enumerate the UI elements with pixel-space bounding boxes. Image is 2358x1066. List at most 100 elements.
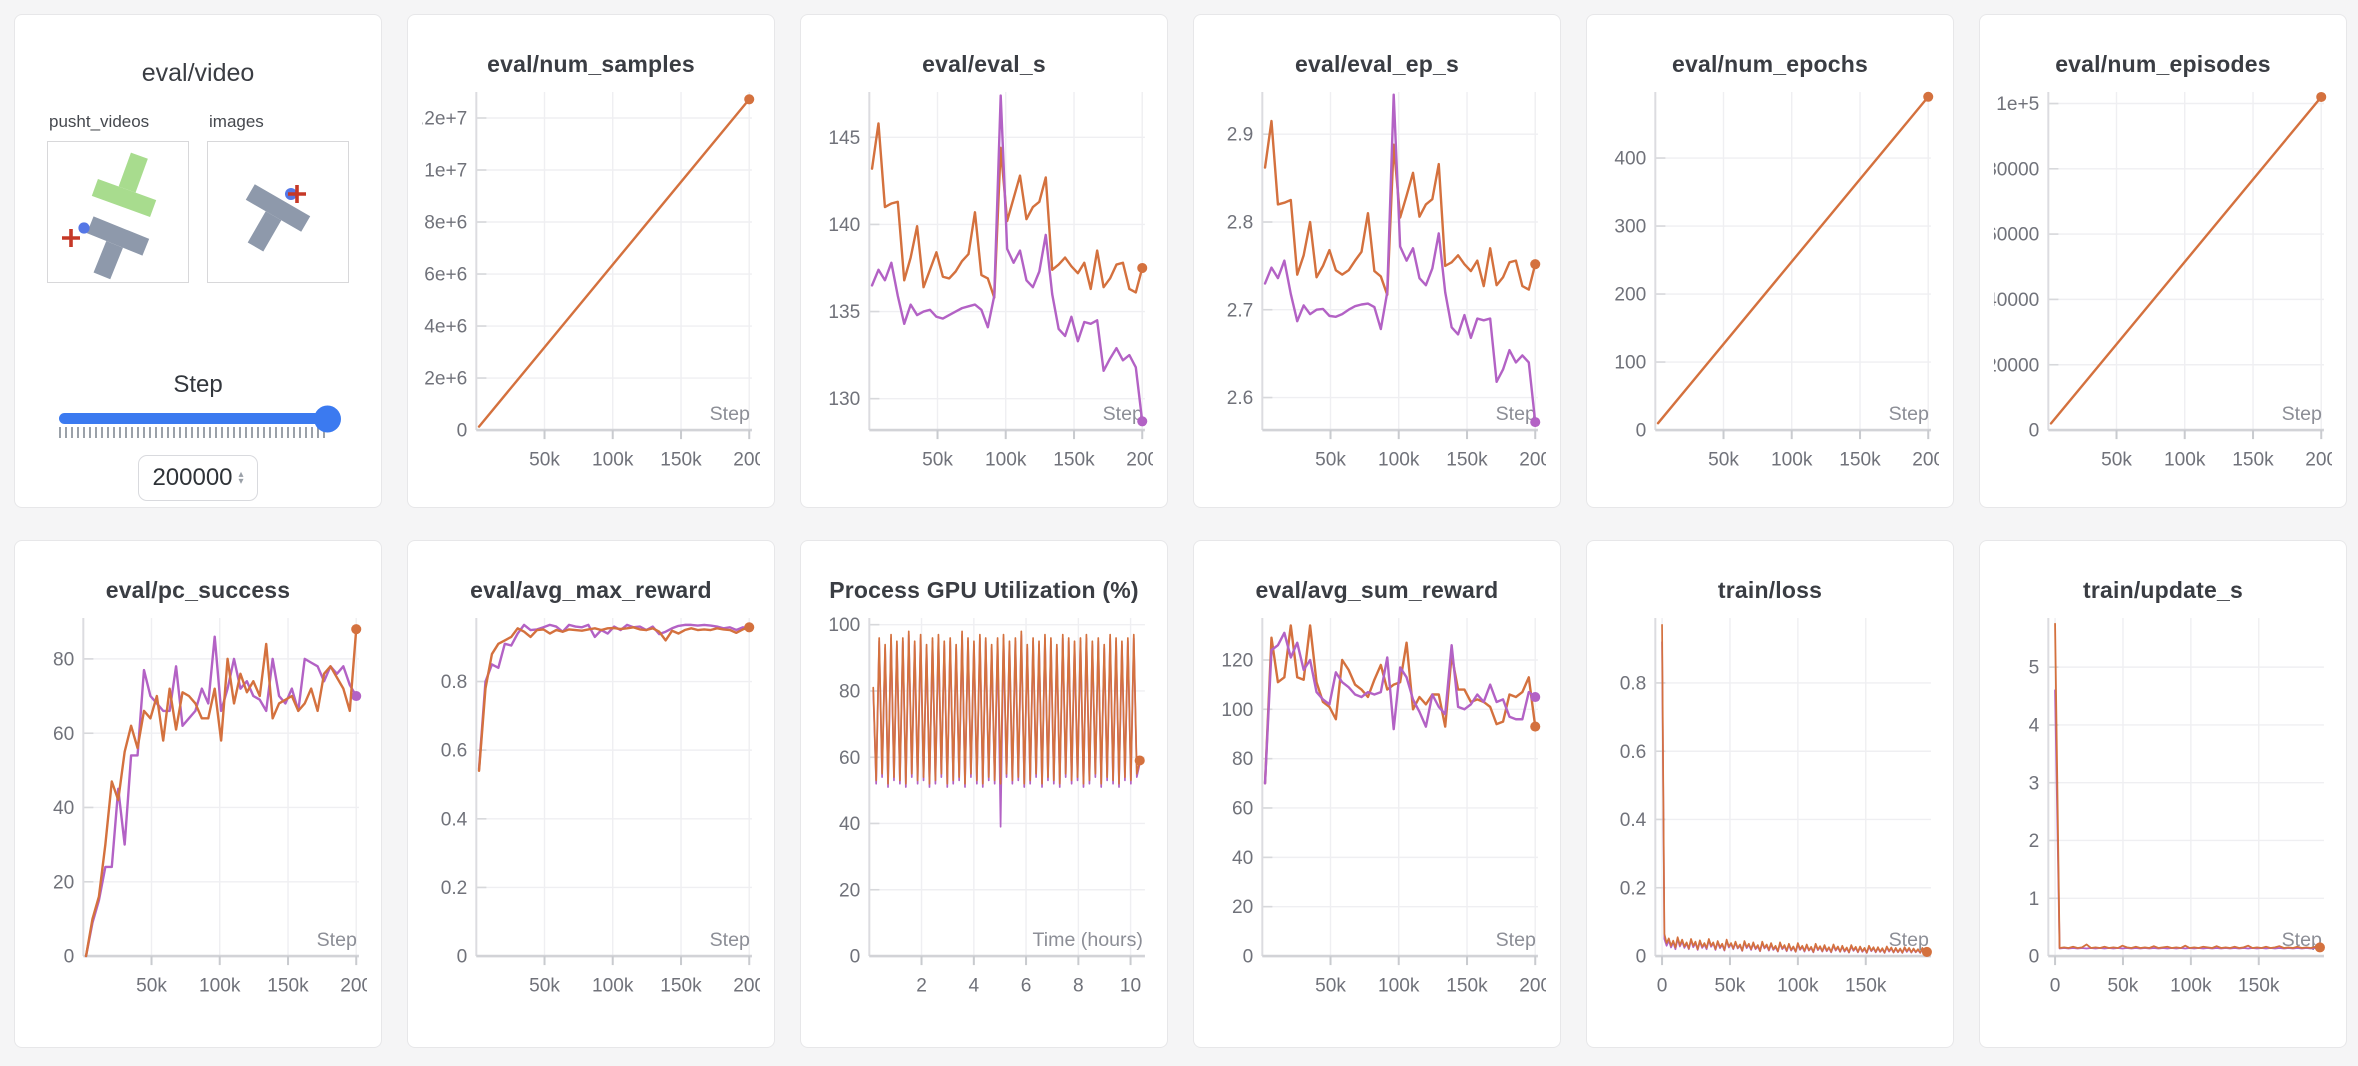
x-tick-label: 8 xyxy=(1073,975,1084,996)
chart-title: train/loss xyxy=(1717,577,1823,603)
x-tick-label: 150k xyxy=(1446,975,1488,996)
x-tick-label: 50k xyxy=(922,449,953,470)
series-orange-run xyxy=(477,626,751,772)
panel-eval-avg-max-reward: eval/avg_max_reward 0 0.2 0.4 0.6 0.8 50k 100k… xyxy=(407,540,775,1048)
chart-title: Process GPU Utilization (%) xyxy=(829,577,1139,603)
x-tick-label: 200 xyxy=(1126,449,1153,470)
series-purple-run xyxy=(2054,689,2321,950)
x-tick-label: 100k xyxy=(2170,975,2212,996)
series-purple-run xyxy=(84,635,358,958)
x-axis-caption: Step xyxy=(2282,403,2322,425)
slider-thumb[interactable] xyxy=(314,405,341,432)
y-tick-label: 200 xyxy=(1614,285,1646,306)
y-tick-label: 0 xyxy=(2029,947,2040,968)
stepper-buttons[interactable]: ▴ ▾ xyxy=(238,469,244,487)
x-tick-label: 100k xyxy=(985,449,1027,470)
chart-title: train/update_s xyxy=(2082,577,2243,603)
line-chart[interactable]: 0 20 40 60 80 100 120 50k 100k 150k 200 Step xyxy=(1208,610,1546,1004)
x-tick-label: 50k xyxy=(529,449,560,470)
series-orange-run xyxy=(2054,622,2321,949)
y-tick-label: 1 xyxy=(2029,889,2040,910)
series-purple-run xyxy=(1263,93,1537,424)
series-orange-run xyxy=(2049,95,2323,425)
end-dot-orange-run xyxy=(1137,262,1148,274)
green-target-t xyxy=(91,152,157,218)
pusht-video-frame[interactable] xyxy=(47,141,189,283)
series-purple-run xyxy=(872,633,1141,828)
y-tick-label: 0.2 xyxy=(441,878,468,899)
panel-train-loss: train/loss 0 0.2 0.4 0.6 0.8 0 50k 100k 150k Step xyxy=(1586,540,1954,1048)
end-dot-orange-run xyxy=(351,624,362,635)
x-tick-label: 2 xyxy=(916,975,927,996)
line-chart[interactable]: 0 1 2 3 4 5 0 50k 100k 150k Step xyxy=(1994,610,2332,1004)
line-chart[interactable]: 0 20 40 60 80 50k 100k 150k 200 Step xyxy=(29,610,367,1004)
series-purple-run xyxy=(870,94,1144,423)
gray-t-block xyxy=(86,216,150,280)
goal-cross-icon xyxy=(288,185,306,203)
line-chart[interactable]: 0 2e+6 4e+6 6e+6 8e+6 1e+7 1.2e+7 50k 100k 150k 20… xyxy=(422,84,760,478)
x-axis-caption: Step xyxy=(1889,929,1929,951)
line-chart[interactable]: 0 100 200 300 400 50k 100k 150k 200 Step xyxy=(1601,84,1939,478)
y-tick-label: 2.9 xyxy=(1227,125,1254,146)
chart-title: eval/eval_s xyxy=(922,51,1046,77)
y-tick-label: 2 xyxy=(2029,831,2040,852)
end-dot-purple-run xyxy=(351,690,362,702)
y-tick-label: 6e+6 xyxy=(424,265,467,286)
x-tick-label: 150k xyxy=(660,449,702,470)
end-dot-purple-run xyxy=(1530,417,1541,428)
gray-t-block xyxy=(245,184,311,252)
y-tick-label: 0 xyxy=(1243,947,1254,968)
x-axis-caption: Step xyxy=(317,929,357,951)
x-axis-caption: Step xyxy=(710,929,750,951)
x-tick-label: 100k xyxy=(1378,975,1420,996)
y-tick-label: 100 xyxy=(1614,353,1646,374)
step-up-icon[interactable]: ▴ xyxy=(238,469,244,480)
line-chart[interactable]: 0 0.2 0.4 0.6 0.8 50k 100k 150k 200 Step xyxy=(422,610,760,1004)
x-tick-label: 100k xyxy=(592,449,634,470)
x-tick-label: 0 xyxy=(1657,975,1668,996)
line-chart[interactable]: 0 20000 40000 60000 80000 1e+5 50k 100k 150k 200 S… xyxy=(1994,84,2332,478)
x-tick-label: 10 xyxy=(1120,975,1141,996)
x-axis-caption: Step xyxy=(1496,403,1536,425)
line-chart[interactable]: 130 135 140 145 50k 100k 150k 200 Step xyxy=(815,84,1153,478)
end-dot-orange-run xyxy=(1921,946,1932,957)
slider-tick-marks xyxy=(59,427,327,438)
y-tick-label: 2.6 xyxy=(1227,388,1254,409)
line-chart[interactable]: 0 0.2 0.4 0.6 0.8 0 50k 100k 150k Step xyxy=(1601,610,1939,1004)
y-tick-label: 0 xyxy=(1636,947,1647,968)
x-tick-label: 200 xyxy=(2305,449,2332,470)
thumbnail-pusht-videos[interactable]: pusht_videos xyxy=(47,112,189,283)
series-orange-run xyxy=(1263,119,1537,297)
x-tick-label: 200 xyxy=(1519,449,1546,470)
y-tick-label: 60000 xyxy=(1994,225,2039,246)
x-tick-label: 50k xyxy=(1315,449,1346,470)
y-tick-label: 40 xyxy=(839,814,860,835)
line-chart[interactable]: 0 20 40 60 80 100 2 4 6 8 10 Time (hours) xyxy=(815,610,1153,1004)
step-value[interactable]: 200000 xyxy=(152,464,233,491)
series-purple-run xyxy=(1661,641,1928,954)
y-tick-label: 2.7 xyxy=(1227,300,1254,321)
series-purple-run xyxy=(477,623,751,771)
end-dot-orange-run xyxy=(1530,259,1541,270)
step-slider-label: Step xyxy=(173,371,223,398)
x-tick-label: 150k xyxy=(2232,449,2274,470)
end-dot-orange-run xyxy=(744,94,755,105)
y-tick-label: 20000 xyxy=(1994,355,2039,376)
x-tick-label: 200 xyxy=(733,449,760,470)
series-orange-run xyxy=(1661,624,1928,954)
line-chart[interactable]: 2.6 2.7 2.8 2.9 50k 100k 150k 200 Step xyxy=(1208,84,1546,478)
thumbnail-images[interactable]: images xyxy=(207,112,349,283)
chart-title: eval/num_samples xyxy=(487,51,695,77)
x-tick-label: 150k xyxy=(2238,975,2280,996)
x-tick-label: 200 xyxy=(1519,975,1546,996)
y-tick-label: 100 xyxy=(1221,700,1253,721)
step-value-input[interactable]: 200000 ▴ ▾ xyxy=(138,455,258,501)
panel-eval-pc-success: eval/pc_success 0 20 40 60 80 50k 100k 150k 200 S… xyxy=(14,540,382,1048)
slider-track[interactable] xyxy=(59,405,341,432)
step-down-icon[interactable]: ▾ xyxy=(238,476,244,487)
y-tick-label: 40 xyxy=(1232,848,1253,869)
y-tick-label: 20 xyxy=(1232,897,1253,918)
images-frame[interactable] xyxy=(207,141,349,283)
step-slider[interactable] xyxy=(59,405,341,438)
